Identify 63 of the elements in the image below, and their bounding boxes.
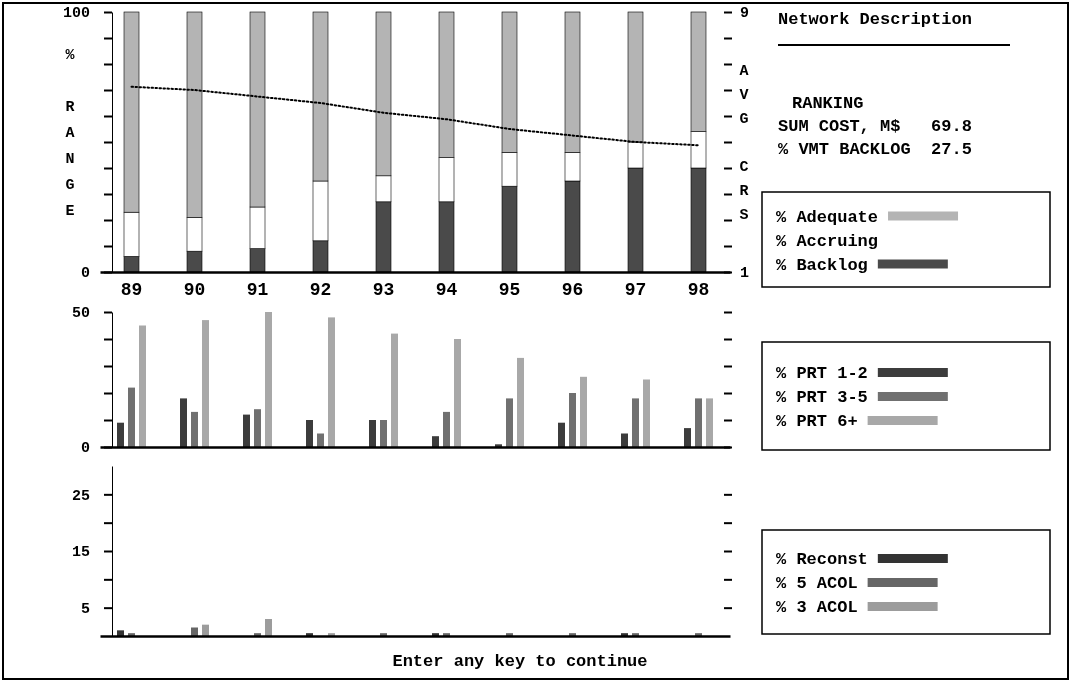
bar <box>454 339 461 447</box>
bar <box>706 398 713 447</box>
bar <box>254 409 261 447</box>
bar <box>517 357 524 447</box>
x-tick-label: 90 <box>183 279 206 300</box>
bar <box>306 420 313 447</box>
bar <box>432 436 439 447</box>
y-tick-label: 5 <box>80 600 90 618</box>
text: SUM COST, M$ 69.8 <box>778 117 972 136</box>
text: RANKING <box>792 94 864 113</box>
legend-label: % PRT 1-2 <box>776 364 868 383</box>
y-tick-label: 0 <box>80 440 90 458</box>
bar <box>328 317 335 447</box>
legend-label: % Adequate <box>776 207 879 227</box>
bar <box>558 422 565 447</box>
y-tick-label: 25 <box>71 487 90 505</box>
bar <box>243 414 250 447</box>
text: % RANGE <box>65 47 75 220</box>
x-tick-label: 97 <box>624 279 647 300</box>
y2-tick-label: 9 <box>740 5 750 23</box>
y-tick-label: 0 <box>80 265 90 283</box>
bar <box>180 398 187 447</box>
x-tick-label: 89 <box>120 279 143 300</box>
y-tick-label: 100 <box>62 5 90 23</box>
bar <box>139 325 146 447</box>
bar <box>265 312 272 447</box>
bar <box>128 387 135 447</box>
legend-label: % 5 ACOL <box>776 574 858 593</box>
x-tick-label: 92 <box>309 279 332 300</box>
legend-label: % PRT 3-5 <box>776 388 868 407</box>
y-tick-label: 50 <box>71 305 90 323</box>
bar <box>443 411 450 447</box>
bar <box>202 320 209 447</box>
bar <box>380 420 387 447</box>
legend-label: % Reconst <box>776 550 868 569</box>
text: Network Description <box>778 10 972 29</box>
x-tick-label: 96 <box>561 279 584 300</box>
text: % VMT BACKLOG 27.5 <box>778 140 972 159</box>
bar <box>695 398 702 447</box>
bar <box>369 420 376 447</box>
bar <box>684 428 691 447</box>
y2-tick-label: 1 <box>740 265 750 283</box>
bar <box>506 398 513 447</box>
y-tick-label: 15 <box>71 544 90 562</box>
legend-label: % PRT 6+ <box>776 412 858 431</box>
text: AVG CRS <box>739 63 749 224</box>
legend-label: % Backlog <box>776 255 868 275</box>
bar <box>632 398 639 447</box>
x-tick-label: 91 <box>246 279 269 300</box>
legend-label: % 3 ACOL <box>776 598 858 617</box>
x-tick-label: 95 <box>498 279 521 300</box>
x-tick-label: 94 <box>435 279 458 300</box>
x-tick-label: 93 <box>372 279 395 300</box>
x-tick-label: 98 <box>687 279 710 300</box>
text: % Accruing <box>776 231 879 251</box>
bar <box>580 376 587 447</box>
bar <box>643 379 650 447</box>
bar <box>569 393 576 447</box>
bar <box>117 422 124 447</box>
text: Enter any key to continue <box>392 652 648 671</box>
bar <box>391 333 398 447</box>
bar <box>191 411 198 447</box>
bar <box>265 619 272 636</box>
